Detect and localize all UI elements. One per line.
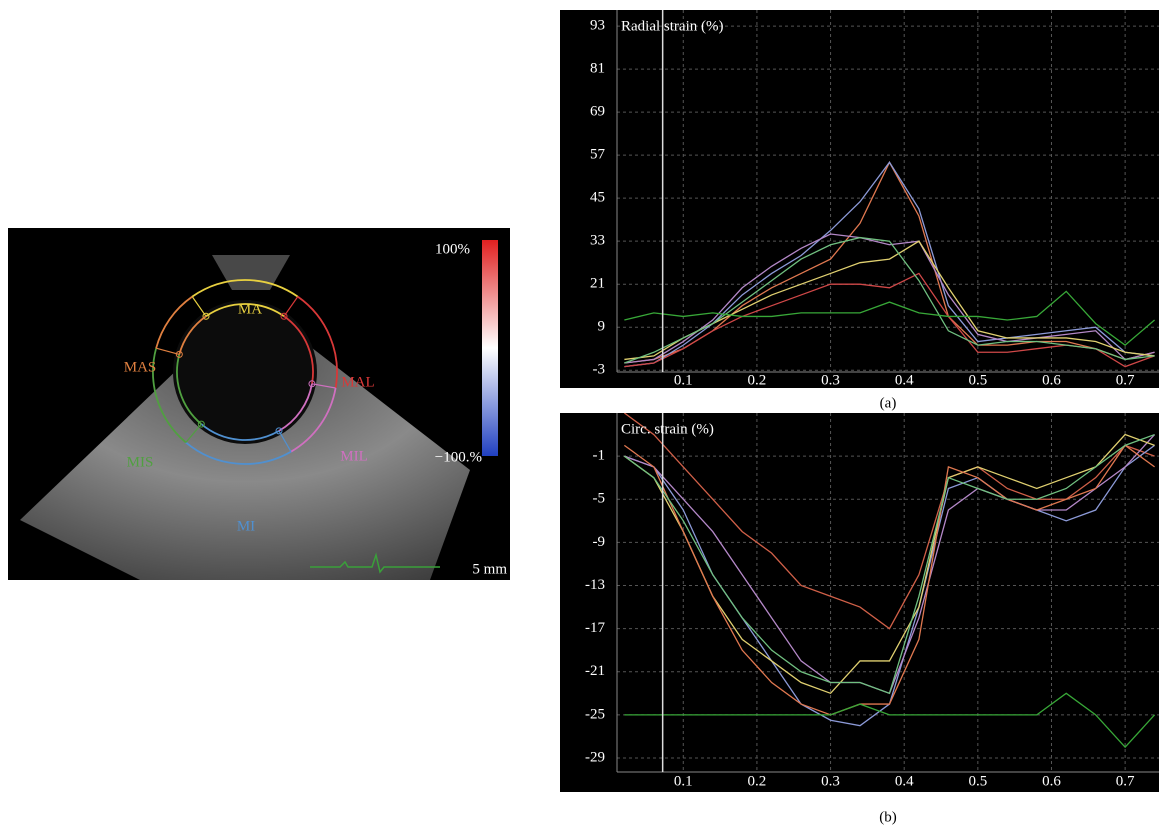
segment-label: MAL [341,374,374,390]
color-bar [482,240,498,456]
series-line [624,290,1156,346]
segment-arc [155,295,193,349]
plot-area [623,413,1156,772]
series-line [624,692,1156,749]
cavity [173,300,317,444]
segment-node [175,350,183,358]
x-tick-label: 0.2 [748,773,767,789]
x-tick-label: 0.5 [968,372,987,388]
y-tick-label: -25 [585,706,605,722]
chart-background [560,413,1159,792]
y-tick-label: 57 [590,147,606,163]
segment-spoke [311,383,336,389]
series-line [623,433,1155,695]
segment-arc [176,354,202,425]
chart-title: Circ. strain (%) [621,421,714,437]
segment-label: MIL [340,448,368,464]
y-tick-label: 81 [590,61,605,77]
y-tick-label: 93 [590,18,605,34]
segment-arc [297,295,338,389]
segment-ring [152,279,338,465]
x-tick-label: 0.4 [895,372,914,388]
y-tick-label: 21 [590,276,605,292]
chart-title: Radial strain (%) [621,18,723,34]
segment-arc [290,387,337,453]
y-tick-label: -21 [585,663,605,679]
caption: (a) [880,395,897,411]
x-tick-label: 0.5 [968,773,987,789]
x-tick-label: 0.4 [895,773,914,789]
caption: (b) [879,809,897,825]
segment-label: MIS [127,454,154,470]
segment-node [275,427,283,435]
echo-panel: MA MAS MAL MIS MIL MI 100% −100.% 5 mm [8,228,510,580]
segment-label: MI [237,518,255,534]
plot-area [624,10,1156,372]
x-tick-label: 0.2 [748,372,767,388]
chart-background [560,10,1159,388]
segment-spoke [155,347,180,355]
series-line [624,233,1155,364]
segment-spoke [278,430,292,452]
scale-min: −100.% [435,449,482,465]
x-tick-label: 0.6 [1042,773,1061,789]
segment-node [202,312,210,320]
y-tick-label: 45 [590,190,605,206]
x-tick-label: 0.7 [1116,773,1135,789]
y-tick-label: -9 [593,534,606,550]
y-tick-label: 33 [590,233,605,249]
segment-label: MA [238,301,262,317]
segment-arc [205,303,285,318]
x-tick-label: 0.3 [821,372,840,388]
segment-node [308,380,316,388]
segment-node [197,420,205,428]
x-tick-label: 0.7 [1116,372,1135,388]
scale-max: 100% [435,241,470,257]
segment-label: MAS [124,359,157,375]
y-tick-label: -3 [593,362,606,378]
segment-arc [152,347,187,444]
segment-spoke [191,296,207,317]
segment-arc [278,383,313,432]
segment-node [280,312,288,320]
y-tick-label: -29 [585,749,605,765]
segment-arc [200,423,280,441]
x-tick-label: 0.1 [674,372,693,388]
segment-arc [185,441,292,465]
y-tick-label: -1 [593,448,606,464]
y-tick-label: -5 [593,491,606,507]
y-tick-label: -13 [585,577,605,593]
y-tick-label: 69 [590,104,605,120]
series-line [623,444,1155,716]
x-tick-label: 0.1 [674,773,693,789]
segment-spoke [185,423,202,443]
y-tick-label: -17 [585,620,605,636]
segment-spoke [283,296,299,317]
series-line [624,236,1155,364]
x-tick-label: 0.6 [1042,372,1061,388]
segment-arc [283,315,314,384]
x-tick-label: 0.3 [821,773,840,789]
scale-bar-label: 5 mm [472,561,507,577]
segment-arc [191,279,299,298]
ecg-trace [310,552,440,574]
chart: -29 -25 -21 -17 -13 -9 -5 -1 0.1 0.2 0.3 0.4 0.5 0.6 0… [560,413,1159,825]
chart: -3 9 21 33 45 57 69 81 93 0.1 0.2 0.3 0.4 0.5 0.6 0.7 Ra… [560,10,1159,411]
y-tick-label: 9 [598,319,606,335]
